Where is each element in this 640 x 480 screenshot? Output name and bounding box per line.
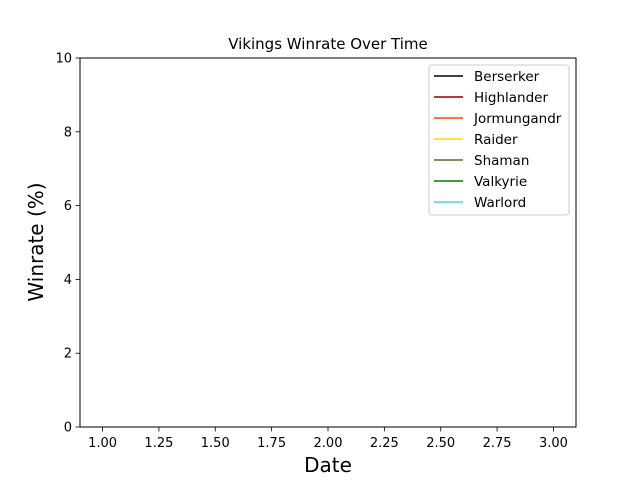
x-tick-label: 1.75 [257,436,286,451]
y-tick-label: 6 [64,199,72,214]
y-tick-label: 0 [64,421,72,436]
x-tick-label: 2.25 [370,436,399,451]
y-tick-label: 10 [55,52,72,67]
plot-frame [79,57,577,428]
legend-entry: Highlander [474,90,548,106]
legend-entry: Shaman [474,153,529,169]
y-tick-label: 8 [64,125,72,140]
x-axis-ticks: 1.00 1.25 1.50 1.75 2.00 2.25 2.50 2.75 3.00 [88,427,568,451]
x-tick-label: 1.25 [144,436,173,451]
legend-box [428,64,570,216]
x-axis-label: Date [304,453,352,477]
x-tick-label: 2.50 [426,436,455,451]
y-tick-label: 2 [64,347,72,362]
x-tick-label: 1.00 [88,436,117,451]
x-tick-label: 2.75 [483,436,512,451]
x-tick-label: 2.00 [314,436,343,451]
legend-entry: Warlord [474,195,526,211]
legend-entry: Raider [474,132,518,148]
y-tick-label: 4 [64,273,72,288]
y-axis-ticks: 0 2 4 6 8 10 [55,52,80,436]
legend-entry: Jormungandr [473,111,562,127]
chart-title: Vikings Winrate Over Time [228,35,428,53]
legend-entry: Valkyrie [474,174,527,190]
x-tick-label: 3.00 [539,436,568,451]
y-axis-label: Winrate (%) [24,182,48,301]
x-tick-label: 1.50 [201,436,230,451]
legend: Berserker Highlander Jormungandr Raider Sham… [428,64,570,216]
legend-entry: Berserker [474,69,540,85]
